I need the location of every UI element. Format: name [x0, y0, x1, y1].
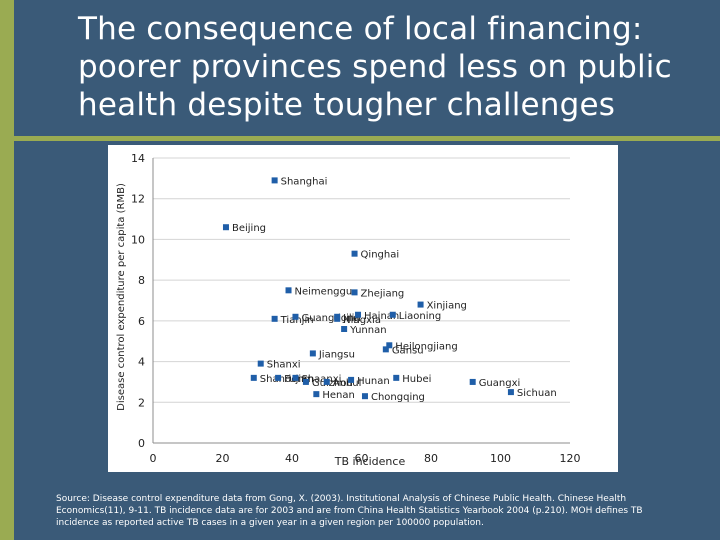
data-point [292, 313, 299, 320]
data-point [275, 374, 282, 381]
point-label: Gansu [392, 345, 424, 356]
accent-stripe-horizontal [0, 136, 720, 141]
point-label: Tianjin [280, 315, 314, 326]
data-point [292, 374, 299, 381]
source-note: Source: Disease control expenditure data… [56, 494, 643, 528]
x-tick-label: 40 [285, 452, 299, 465]
axes: 0 2 4 6 8 10 12 14 0 20 40 60 80 100 120 [131, 152, 581, 465]
slide-title: The consequence of local financing: poor… [78, 10, 708, 124]
data-point [222, 224, 229, 231]
data-point [334, 315, 341, 322]
point-label: Yunnan [349, 325, 386, 336]
point-label: Henan [322, 390, 354, 401]
data-point [348, 376, 355, 383]
y-axis-title: Disease control expenditure per capita (… [116, 183, 127, 411]
point-label: Fujian [284, 374, 314, 385]
point-label: Zhejiang [361, 288, 405, 299]
point-label: Shaanxi [301, 374, 341, 385]
data-point [355, 311, 362, 318]
chart-area [108, 145, 618, 472]
y-tick-label: 14 [131, 152, 145, 165]
point-label: Shanghai [281, 176, 328, 187]
data-point [271, 315, 278, 322]
title-line-1: The consequence of local financing: [78, 11, 643, 47]
point-label: Chongqing [371, 392, 425, 403]
data-point [341, 326, 348, 332]
point-label: Jiangsu [318, 349, 355, 360]
y-tick-label: 0 [138, 437, 145, 450]
x-axis-title: TB incidence [334, 455, 406, 468]
point-label: Guangxi [479, 378, 521, 389]
data-point [469, 378, 476, 385]
x-tick-label: 100 [490, 452, 511, 465]
point-label: Shanxi [267, 360, 301, 371]
data-point [382, 346, 389, 353]
data-point [313, 391, 320, 398]
point-label: Jilin [342, 313, 361, 324]
data-point [257, 360, 264, 367]
data-point [250, 374, 257, 381]
data-point [351, 250, 358, 257]
y-tick-label: 10 [131, 233, 145, 246]
data-point [302, 378, 309, 385]
x-tick-label: 0 [150, 452, 157, 465]
point-label: Hubei [402, 374, 431, 385]
y-tick-label: 6 [138, 315, 145, 328]
y-tick-label: 4 [138, 356, 145, 369]
y-tick-label: 2 [138, 396, 145, 409]
data-point [389, 311, 396, 318]
point-label: Qinghai [361, 250, 400, 261]
point-label: Sichuan [517, 388, 557, 399]
point-label: Neimenggu [295, 286, 353, 297]
point-label: Guizhou [312, 378, 353, 389]
data-point [323, 378, 330, 385]
x-tick-label: 60 [355, 452, 369, 465]
data-point [351, 289, 358, 296]
point-label: Xinjiang [427, 301, 467, 312]
point-label: Hunan [357, 376, 390, 387]
point-label: Liaoning [399, 311, 441, 322]
data-points: Shanghai Beijing Qinghai Neimenggu Zhejiang X… [222, 176, 557, 403]
point-label: Beijing [232, 223, 266, 234]
title-line-3: health despite tougher challenges [78, 87, 616, 123]
y-tick-label: 12 [131, 193, 145, 206]
point-label: Heilongjiang [395, 341, 457, 352]
data-point [361, 393, 368, 400]
title-line-2: poorer provinces spend less on public [78, 49, 672, 85]
data-point [417, 301, 424, 308]
gridlines [153, 157, 570, 444]
accent-stripe-vertical [0, 0, 14, 540]
data-point [309, 350, 316, 357]
data-point [507, 389, 514, 396]
y-tick-label: 8 [138, 274, 145, 287]
point-label: Hainan [364, 311, 399, 322]
point-label: Guangdong [301, 313, 359, 324]
point-label: Ningxia [343, 315, 381, 326]
x-tick-label: 80 [424, 452, 438, 465]
data-point [393, 374, 400, 381]
x-tick-label: 120 [560, 452, 581, 465]
data-point [386, 342, 393, 349]
point-label: Anhui [333, 378, 362, 389]
data-point [271, 177, 278, 184]
point-label: Shandong [260, 374, 310, 385]
x-tick-label: 20 [216, 452, 230, 465]
data-point [285, 287, 292, 294]
scatter-chart: 0 2 4 6 8 10 12 14 0 20 40 60 80 100 120 Shanghai Beiji… [108, 145, 618, 472]
